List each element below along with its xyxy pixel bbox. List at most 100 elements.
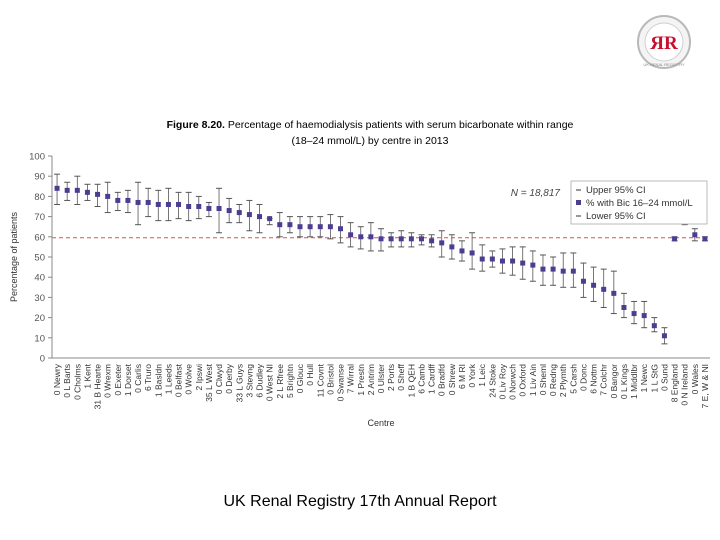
logo-letters: ЯR	[650, 33, 678, 54]
x-tick-label: 0 Sheff	[396, 363, 406, 390]
x-tick-label: 6 Dudley	[255, 363, 265, 397]
data-point	[155, 201, 161, 207]
x-tick-label: 6 Camb	[416, 364, 426, 394]
data-point	[580, 278, 586, 284]
data-point	[601, 286, 607, 292]
data-point	[499, 258, 505, 264]
data-point	[257, 214, 263, 220]
x-tick-label: 1 Basldn	[153, 364, 163, 397]
x-tick-label: 0 Carlis	[133, 364, 143, 393]
data-point	[135, 199, 141, 205]
x-tick-label: 0 Liv Roy	[497, 363, 507, 399]
data-point	[307, 224, 313, 230]
data-point	[469, 250, 475, 256]
x-tick-label: 0 Sheml	[538, 364, 548, 395]
data-point	[297, 224, 303, 230]
x-tick-label: 7 Wirral	[346, 364, 356, 393]
data-point	[115, 197, 121, 203]
x-tick-label: 1 Leic	[477, 363, 487, 386]
x-tick-label: 0 Wrexm	[103, 364, 113, 398]
data-point	[246, 212, 252, 218]
data-marks	[54, 173, 708, 345]
data-point	[641, 313, 647, 319]
data-point	[489, 256, 495, 262]
data-point	[348, 232, 354, 238]
x-tick-label: 0 York	[467, 363, 477, 387]
y-tick-label-60: 60	[34, 232, 45, 243]
data-point	[84, 189, 90, 195]
x-tick-label: 35 L West	[204, 363, 214, 401]
data-point	[479, 256, 485, 262]
data-point	[287, 222, 293, 228]
x-tick-label: 31 B Hearte	[93, 364, 103, 410]
data-point	[621, 305, 627, 310]
x-tick-label: 0 Newry	[52, 363, 62, 395]
x-tick-label: 1 Dorset	[123, 363, 133, 396]
data-point	[692, 232, 698, 238]
x-tick-label: 0 L Kings	[619, 364, 629, 399]
x-tick-label: 1 Newc	[639, 363, 649, 392]
y-tick-label-50: 50	[34, 253, 45, 264]
x-tick-label: 0 Swanse	[336, 364, 346, 402]
legend-upper: Upper 95% CI	[586, 185, 646, 196]
data-point	[378, 236, 384, 242]
legend-box	[570, 180, 708, 225]
data-point	[530, 262, 536, 268]
x-axis-label: Centre	[367, 418, 394, 428]
x-tick-label: 1 Middlbr	[629, 364, 639, 399]
data-point	[54, 185, 60, 191]
x-tick-label: 2 Ipswi	[194, 364, 204, 391]
x-tick-label: 0 Hull	[305, 364, 315, 386]
y-axis-ticks: 0 10 20 30 40 50 60 70 80 90 100	[29, 152, 52, 365]
x-tick-label: 1 Kent	[82, 363, 92, 388]
data-point	[64, 187, 70, 193]
x-tick-label: 0 Bangor	[609, 364, 619, 399]
x-tick-label: 0 Shrew	[447, 363, 457, 395]
data-point	[317, 224, 323, 230]
footer-text: UK Renal Registry 17th Annual Report	[223, 493, 497, 510]
x-tick-label: 0 Norwch	[508, 364, 518, 400]
x-tick-label: 0 Belfast	[174, 363, 184, 397]
data-point	[226, 208, 232, 214]
x-tick-label: 1 Prestn	[356, 364, 366, 396]
data-point	[611, 290, 617, 296]
data-point	[540, 266, 546, 272]
data-point	[702, 236, 708, 242]
x-tick-label: 0 Glouc	[295, 363, 305, 393]
x-tick-label: 0 Wales	[690, 364, 700, 394]
caption-line2: (18–24 mmol/L) by centre in 2013	[291, 135, 449, 147]
data-point	[429, 238, 435, 244]
y-tick-label-20: 20	[34, 313, 45, 324]
legend-mid: % with Bic 16–24 mmol/L	[586, 198, 693, 209]
data-point	[186, 204, 192, 209]
x-tick-label: 0 L Barts	[62, 364, 72, 398]
y-tick-label-30: 30	[34, 293, 45, 304]
x-tick-label: 8 England	[670, 364, 680, 403]
x-tick-label: 0 Exeter	[113, 364, 123, 396]
x-tick-label: 6 M RI	[457, 364, 467, 389]
data-point	[570, 268, 576, 274]
data-point	[216, 206, 222, 212]
data-point	[125, 197, 131, 203]
y-tick-label-100: 100	[29, 152, 45, 163]
x-tick-label: 0 Redng	[548, 364, 558, 396]
x-tick-label: 2 Ports	[386, 364, 396, 391]
logo-ring-text: UK RENAL REGISTRY	[643, 62, 685, 67]
y-tick-label-0: 0	[40, 354, 45, 365]
x-tick-label: 24 Stoke	[487, 364, 497, 398]
x-tick-label: 2 L Rfree	[275, 364, 285, 399]
data-point	[338, 226, 344, 232]
data-point	[661, 333, 667, 339]
data-point	[165, 201, 171, 207]
x-tick-label: 2 Antrim	[366, 364, 376, 395]
x-tick-label: 0 Bradfd	[437, 364, 447, 396]
x-tick-label: 2 Plymth	[558, 364, 568, 397]
data-point	[95, 191, 101, 197]
data-point	[631, 311, 637, 317]
y-tick-label-90: 90	[34, 172, 45, 183]
legend-lower: Lower 95% CI	[586, 211, 646, 222]
registry-logo: ЯR UK RENAL REGISTRY	[637, 15, 691, 69]
data-point	[277, 222, 283, 228]
data-point	[368, 234, 374, 240]
